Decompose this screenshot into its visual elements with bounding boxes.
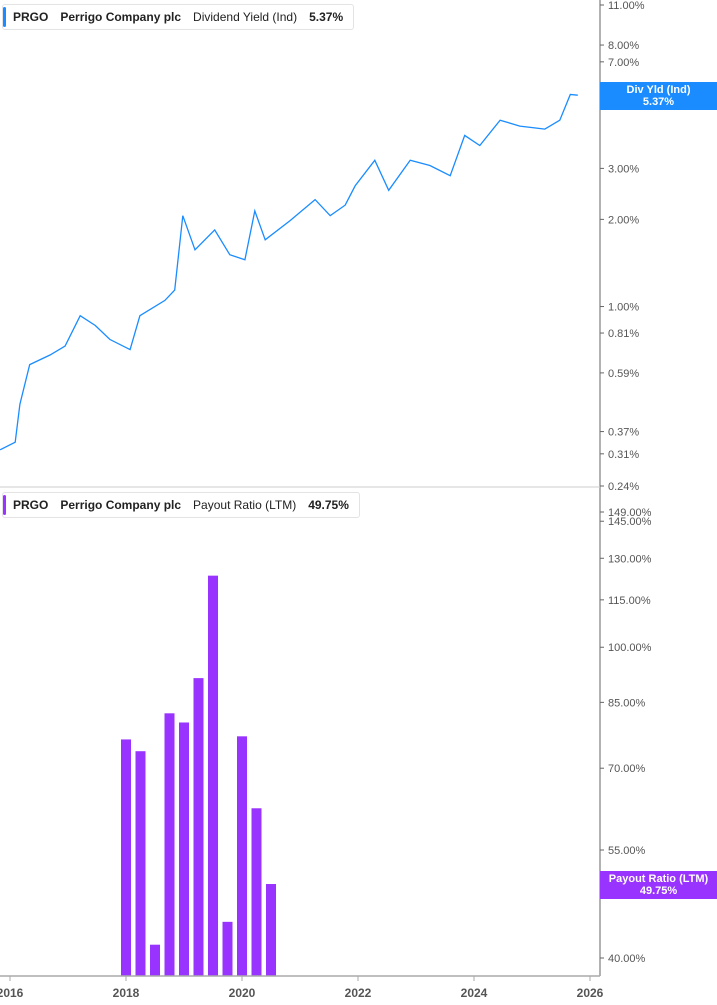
- x-tick-label: 2026: [577, 986, 604, 1000]
- y-tick-label: 0.37%: [608, 427, 639, 439]
- legend-company: Perrigo Company plc: [60, 498, 182, 512]
- tag-label: Payout Ratio (LTM): [608, 873, 709, 885]
- y-tick-label: 115.00%: [608, 595, 651, 607]
- legend-payout-ratio: PRGO Perrigo Company plc Payout Ratio (L…: [2, 492, 360, 518]
- tag-value: 5.37%: [642, 96, 675, 108]
- y-tick-label: 7.00%: [608, 57, 639, 69]
- y-tick-label: 55.00%: [608, 845, 646, 857]
- y-tick-label: 145.00%: [608, 516, 652, 528]
- x-tick-label: 2020: [229, 986, 256, 1000]
- payout-ratio-bar: [251, 808, 262, 976]
- payout-ratio-bar: [164, 713, 175, 976]
- dividend-yield-line: [0, 93, 578, 451]
- x-tick-label: 2016: [0, 986, 24, 1000]
- legend-company: Perrigo Company plc: [60, 10, 182, 24]
- legend-metric: Payout Ratio (LTM): [193, 498, 297, 512]
- y-tick-label: 130.00%: [608, 553, 652, 565]
- y-tick-label: 100.00%: [608, 642, 652, 654]
- y-tick-label: 85.00%: [608, 697, 646, 709]
- legend-metric: Dividend Yield (Ind): [193, 10, 298, 24]
- legend-ticker: PRGO: [13, 10, 49, 24]
- tag-label: Div Yld (Ind): [626, 84, 691, 96]
- y-tick-label: 40.00%: [608, 953, 646, 965]
- x-tick-label: 2018: [113, 986, 140, 1000]
- y-tick-label: 0.59%: [608, 368, 639, 380]
- payout-ratio-bar: [121, 739, 131, 976]
- y-tick-label: 0.81%: [608, 328, 639, 340]
- payout-ratio-bar: [266, 884, 276, 976]
- payout-ratio-bar: [135, 751, 146, 976]
- legend-value: 5.37%: [309, 10, 344, 24]
- x-tick-label: 2024: [461, 986, 488, 1000]
- legend-value: 49.75%: [308, 498, 349, 512]
- y-tick-label: 0.24%: [608, 481, 639, 493]
- y-tick-label: 70.00%: [608, 763, 646, 775]
- payout-ratio-bar: [237, 736, 247, 976]
- tag-value: 49.75%: [639, 885, 678, 897]
- payout-ratio-bar: [150, 944, 160, 976]
- legend-color-swatch: [3, 495, 6, 515]
- payout-ratio-bar: [193, 678, 204, 976]
- y-tick-label: 149.00%: [608, 507, 652, 519]
- y-tick-label: 1.00%: [608, 302, 639, 314]
- dividend-yield-value-tag: Div Yld (Ind) 5.37%: [600, 82, 717, 110]
- legend-color-swatch: [3, 7, 6, 27]
- payout-ratio-bar: [222, 921, 233, 976]
- y-tick-label: 3.00%: [608, 163, 639, 175]
- y-tick-label: 2.00%: [608, 214, 639, 226]
- payout-ratio-bar: [208, 575, 218, 976]
- y-tick-label: 8.00%: [608, 40, 639, 52]
- payout-ratio-bar: [179, 722, 189, 976]
- legend-ticker: PRGO: [13, 498, 49, 512]
- y-tick-label: 11.00%: [608, 0, 645, 12]
- x-tick-label: 2022: [345, 986, 372, 1000]
- legend-dividend-yield: PRGO Perrigo Company plc Dividend Yield …: [2, 4, 355, 30]
- payout-ratio-value-tag: Payout Ratio (LTM) 49.75%: [600, 871, 717, 899]
- y-tick-label: 0.31%: [608, 449, 639, 461]
